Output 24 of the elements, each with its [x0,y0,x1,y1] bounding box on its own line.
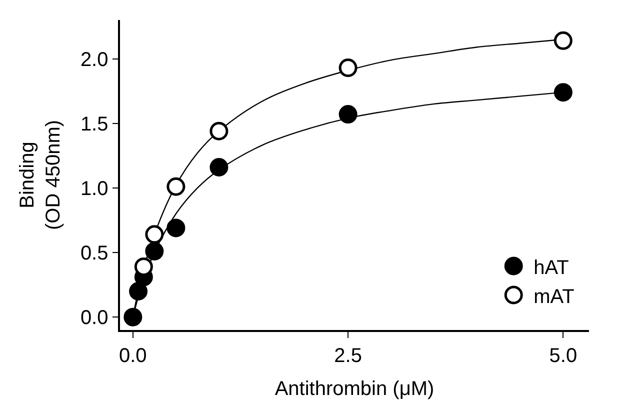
point [554,83,572,102]
point [338,58,358,78]
y-tick-label: 2.0 [80,48,108,71]
point [210,122,228,140]
x-axis-title: Antithrombin (μM) [274,378,434,400]
point [145,225,164,244]
point [166,218,186,238]
point [124,308,142,326]
point [129,282,148,300]
y-tick-label: 0.0 [80,307,108,330]
x-tick-label: 5.0 [549,344,578,367]
legend-label: mAT [534,286,574,308]
x-tick-label: 0.0 [119,344,147,367]
point [210,158,228,176]
y-tick-label: 1.0 [80,178,108,200]
x-tick-label: 2.5 [334,344,362,367]
point [338,105,358,124]
point [166,177,186,196]
y-axis-title: Binding (OD 450nm) [16,120,64,230]
point [145,242,164,260]
y-tick-label: 1.5 [80,113,108,136]
y-tick-label: 0.5 [80,242,108,264]
legend-label: hAT [534,256,569,279]
point [554,31,572,50]
